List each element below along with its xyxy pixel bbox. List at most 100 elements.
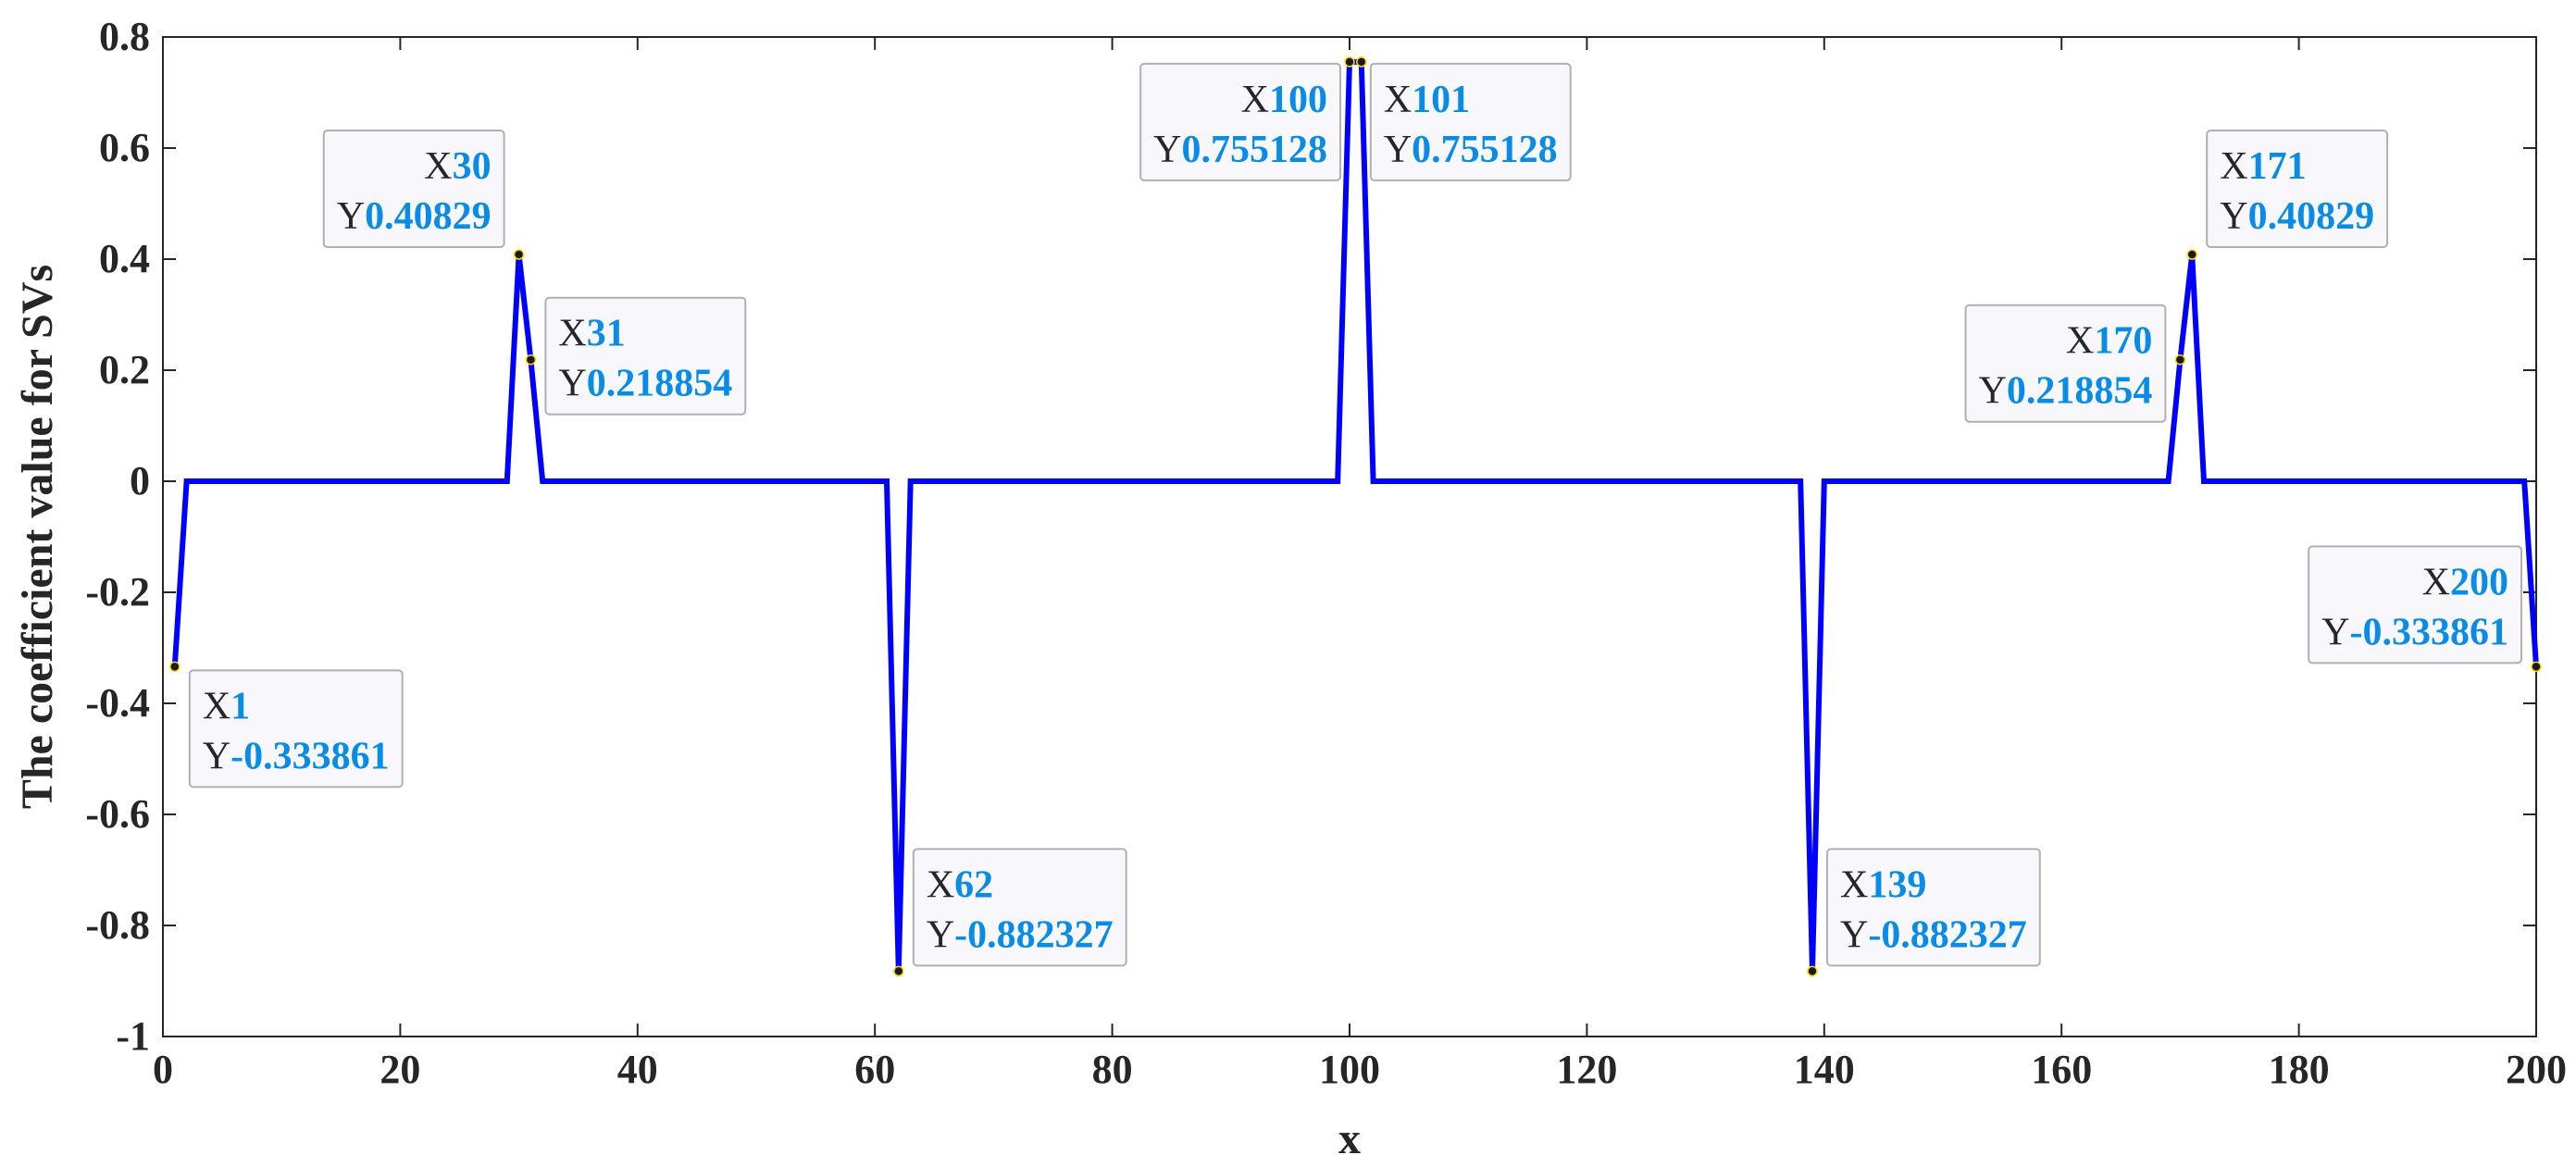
x-tick-label: 100 [1319, 1047, 1380, 1092]
datatip-y-key: Y [203, 735, 230, 777]
datatip-x-key: X [2066, 320, 2094, 363]
datatip-x-value: 62 [954, 863, 993, 906]
y-tick-label: -0.6 [85, 791, 150, 837]
datatip-y-value: 0.755128 [1412, 129, 1558, 171]
datatip-box [1825, 848, 2041, 967]
x-tick-label: 0 [153, 1047, 173, 1092]
datatip-marker [893, 965, 904, 977]
y-tick-label: -0.8 [85, 902, 150, 948]
datatip-x-value: 31 [587, 313, 626, 355]
datatip[interactable]: X 170 Y 0.218854 [1964, 304, 2186, 423]
datatip-x-value: 100 [1269, 79, 1327, 121]
datatip-box [188, 669, 404, 788]
datatip-y-value: 0.755128 [1182, 129, 1328, 171]
datatip-x-key: X [2220, 145, 2247, 188]
datatip-x-key: X [203, 685, 230, 727]
axes: 0 20 40 60 80 100 120 140 160 180 200 0.8 0.6 0.4 0.2 0… [85, 14, 2567, 1092]
y-tick-label: 0 [130, 458, 150, 503]
datatip-y-value: -0.333861 [230, 735, 390, 777]
datatip-x-key: X [1840, 863, 1868, 906]
x-tick-label: 80 [1092, 1047, 1133, 1092]
datatip-y-key: Y [1979, 370, 2007, 413]
datatip-x-key: X [1241, 79, 1269, 121]
datatip-y-value: -0.882327 [954, 913, 1114, 956]
datatip-y-key: Y [1384, 129, 1412, 171]
datatip-y-key: Y [2321, 611, 2349, 653]
datatip-box [1139, 62, 1341, 181]
x-tick-label: 40 [617, 1047, 658, 1092]
datatip-marker [169, 661, 180, 673]
datatip-x-value: 170 [2094, 320, 2152, 363]
datatip-y-key: Y [2220, 195, 2247, 238]
datatip-y-key: Y [927, 913, 954, 956]
y-tick-label: 0.2 [99, 347, 150, 392]
datatip-y-value: -0.882327 [1868, 913, 2027, 956]
datatip-x-value: 171 [2248, 145, 2307, 188]
series-line [171, 58, 2539, 972]
y-tick-label: 0.8 [99, 14, 150, 59]
datatip-box [2308, 545, 2522, 664]
datatip-y-value: 0.218854 [587, 363, 733, 405]
datatip-y-key: Y [1840, 913, 1868, 956]
datatip-box [322, 130, 505, 249]
datatip[interactable]: X 31Y 0.218854 [525, 296, 747, 416]
x-tick-label: 60 [854, 1047, 895, 1092]
datatip-box [1369, 62, 1572, 181]
datatip-marker [525, 354, 537, 366]
datatip[interactable]: X 62Y -0.882327 [893, 848, 1127, 977]
datatip-x-value: 200 [2450, 561, 2508, 603]
datatip-y-value: 0.218854 [2007, 370, 2153, 413]
x-axis-label: x [1338, 1114, 1361, 1163]
y-axis-label: The coefficient value for SVs [13, 265, 62, 809]
datatip-x-key: X [558, 313, 586, 355]
datatip-marker [513, 249, 525, 260]
x-tick-label: 120 [1556, 1047, 1617, 1092]
series-group [171, 58, 2539, 972]
datatip-x-key: X [2422, 561, 2450, 603]
datatip-marker [1807, 965, 1818, 977]
datatip-box [2206, 130, 2389, 249]
datatip-x-key: X [927, 863, 954, 906]
datatip-x-value: 30 [453, 145, 492, 188]
datatip[interactable]: X 1Y -0.333861 [169, 661, 404, 788]
datatip-y-value: 0.40829 [2248, 195, 2375, 238]
datatip-x-value: 1 [230, 685, 250, 727]
datatip[interactable]: X 100 Y 0.755128 [1139, 56, 1355, 181]
datatip-marker [2174, 354, 2186, 366]
datatip[interactable]: X 30 Y 0.40829 [322, 130, 525, 260]
datatip[interactable]: X 200 Y -0.333861 [2308, 545, 2542, 673]
y-tick-label: -0.2 [85, 569, 150, 615]
datatip-marker [1344, 56, 1355, 68]
y-tick-label: -0.4 [85, 680, 150, 726]
datatip-y-value: 0.40829 [365, 195, 491, 238]
x-tick-label: 160 [2031, 1047, 2092, 1092]
x-tick-label: 20 [380, 1047, 420, 1092]
datatip-marker [1356, 56, 1367, 68]
x-tick-label: 180 [2269, 1047, 2330, 1092]
y-tick-label: -1 [116, 1013, 150, 1059]
y-tick-label: 0.6 [99, 125, 150, 170]
datatip-x-value: 139 [1868, 863, 1926, 906]
datatip-y-key: Y [558, 363, 586, 405]
datatip-x-value: 101 [1412, 79, 1470, 121]
datatip-marker [2531, 661, 2542, 673]
datatip-y-value: -0.333861 [2350, 611, 2509, 653]
y-tick-label: 0.4 [99, 236, 150, 281]
datatip-y-key: Y [1153, 129, 1181, 171]
x-tick-label: 200 [2506, 1047, 2567, 1092]
datatip-y-key: Y [337, 195, 365, 238]
x-tick-label: 140 [1794, 1047, 1855, 1092]
plot-area-box [162, 36, 2537, 1037]
datatip-marker [2186, 249, 2197, 260]
datatip-x-key: X [424, 145, 452, 188]
datatip-box [544, 296, 747, 416]
datatip-x-key: X [1384, 79, 1412, 121]
datatip-box [912, 848, 1127, 967]
datatip-box [1964, 304, 2167, 423]
